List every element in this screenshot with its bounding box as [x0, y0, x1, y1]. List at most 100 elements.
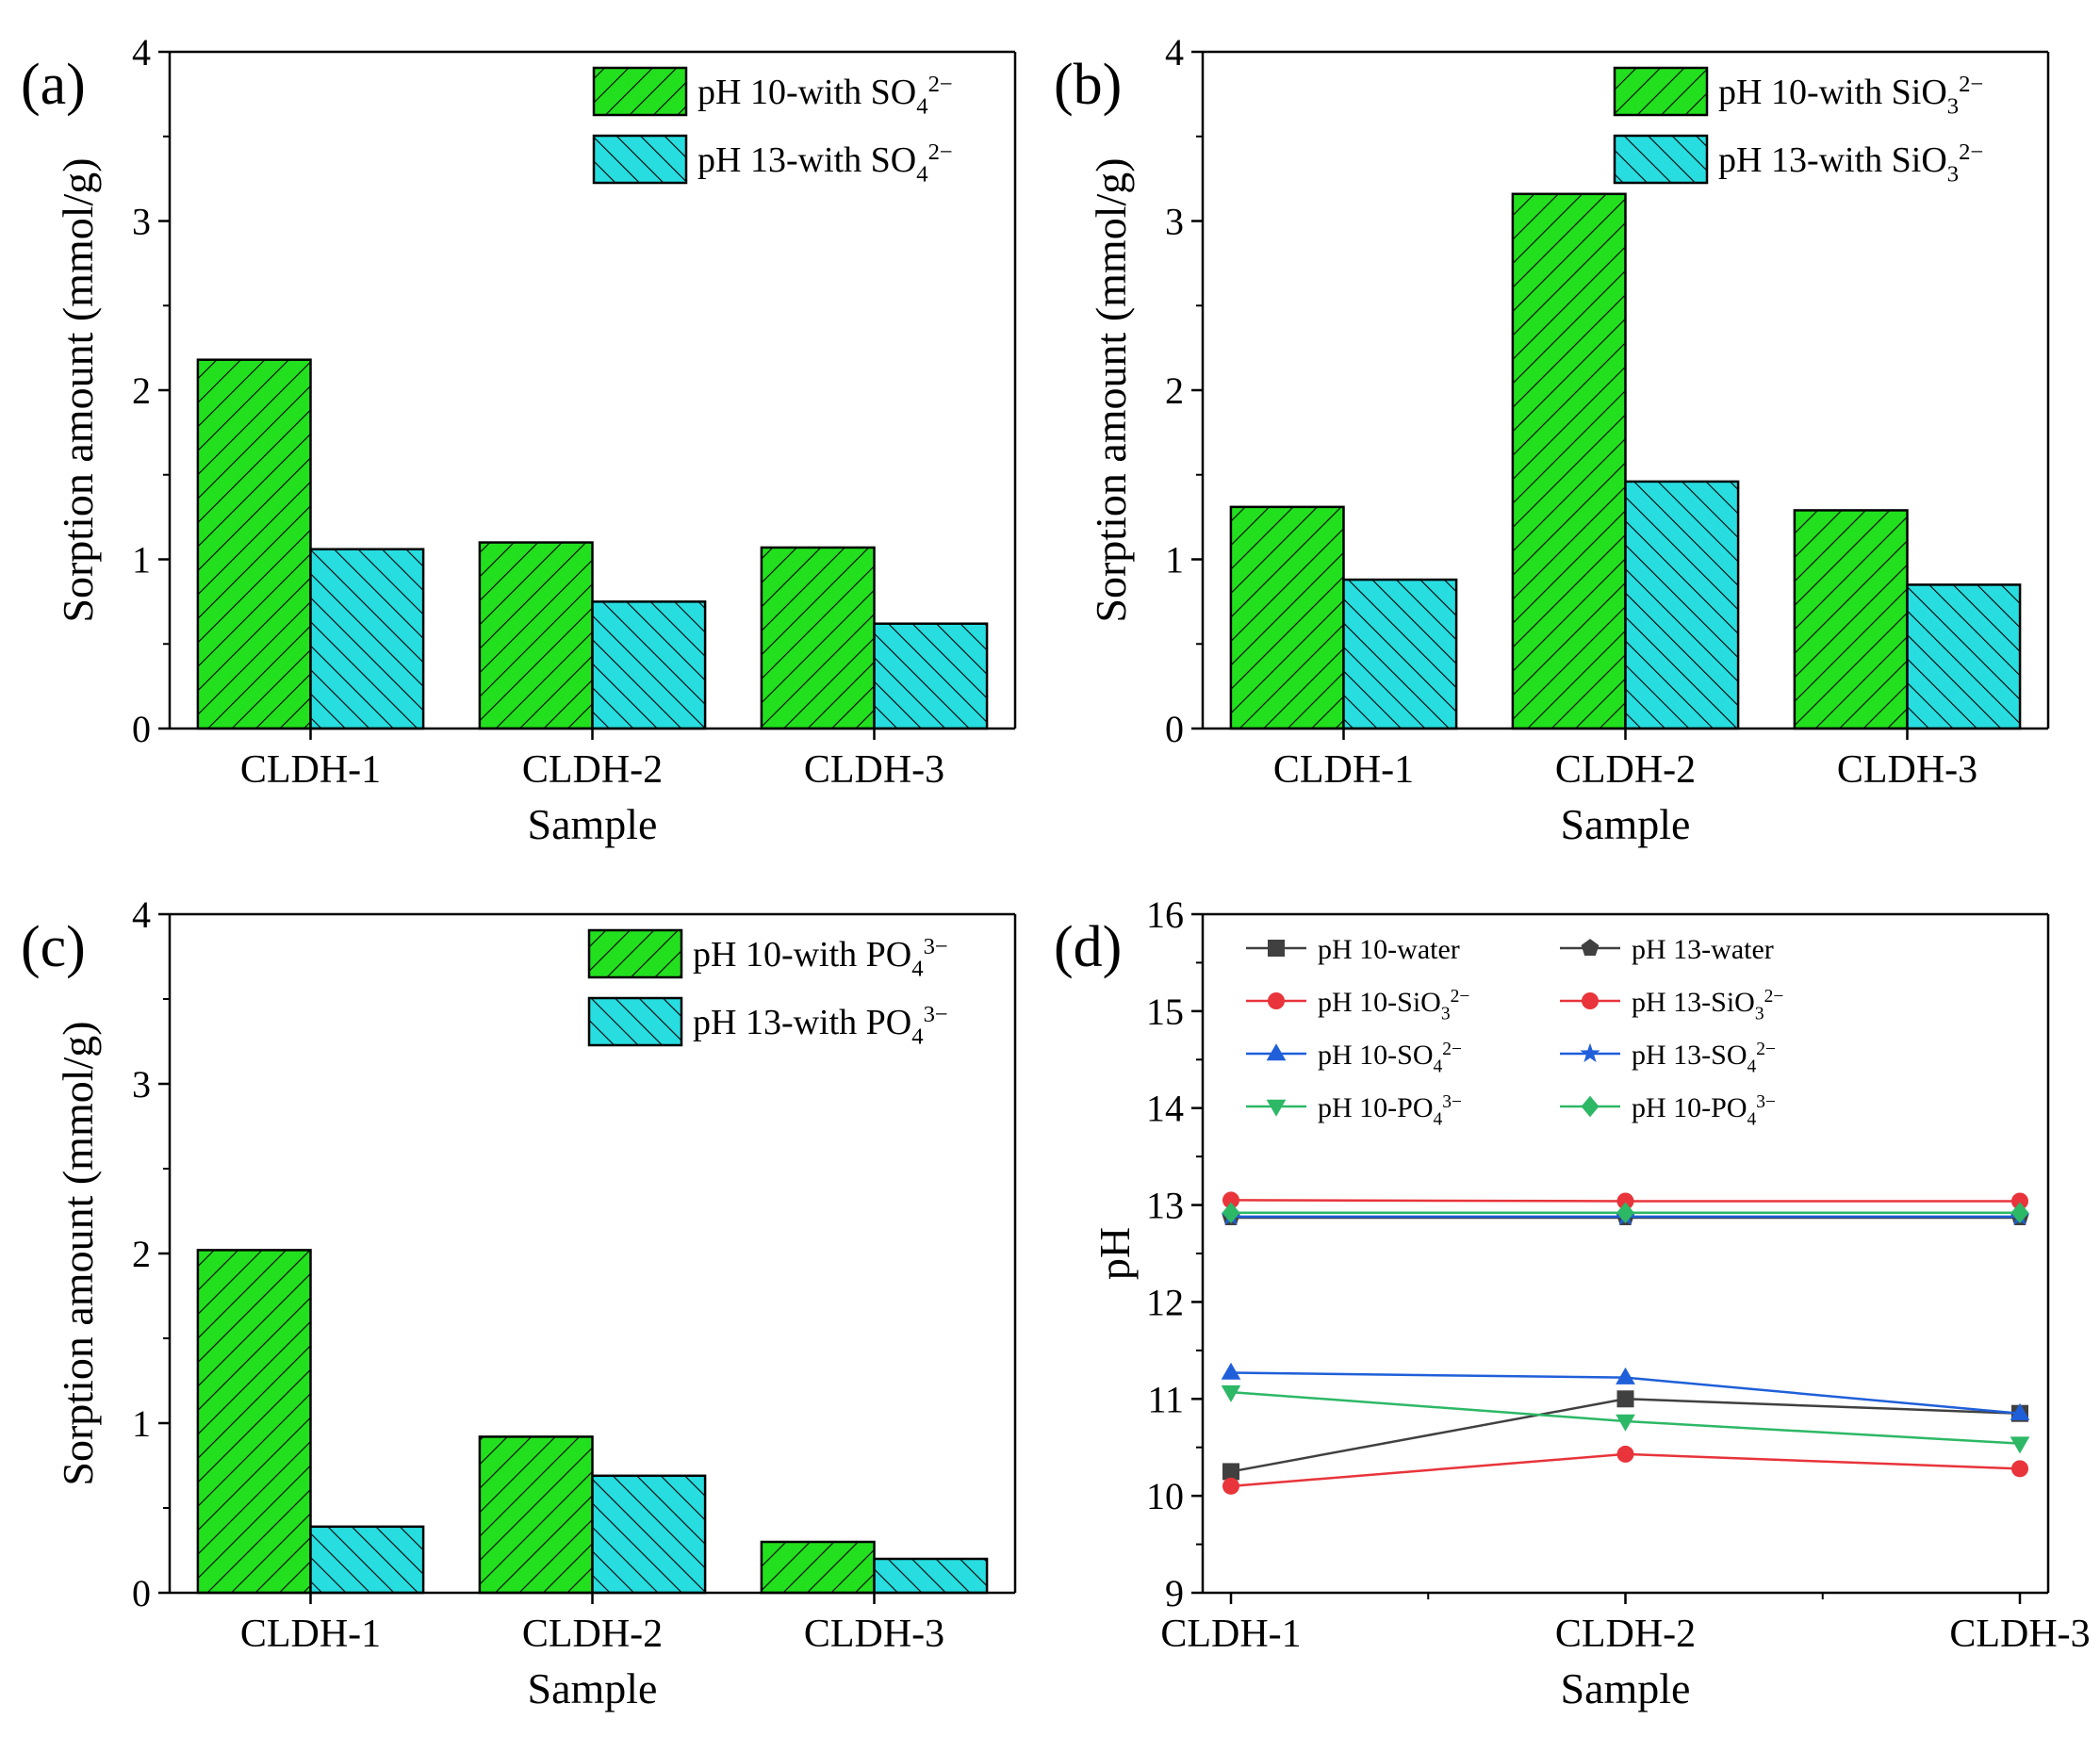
- x-axis-label: Sample: [528, 800, 658, 848]
- legend-label-1: pH 10-with SO42−: [697, 72, 953, 120]
- bar-a-s2-2: [591, 600, 707, 730]
- x-tick-label: CLDH-2: [522, 1613, 663, 1656]
- y-tick-label: 1: [132, 1402, 151, 1445]
- legend-marker-1: [1268, 940, 1285, 957]
- bar-b-s2-3: [1906, 583, 2022, 730]
- y-tick-label: 10: [1146, 1475, 1184, 1517]
- legend-swatch-1: [592, 66, 688, 117]
- legend-label-1: pH 10-with SiO32−: [1718, 72, 1983, 120]
- point-s7-1: [1221, 1384, 1241, 1402]
- y-tick-label: 14: [1146, 1088, 1184, 1130]
- y-tick-label: 3: [132, 1063, 151, 1106]
- point-s4-1: [1222, 1191, 1239, 1209]
- y-tick-label: 15: [1146, 991, 1184, 1033]
- point-s8-1: [1222, 1202, 1240, 1224]
- legend-label-6: pH 13-SO42−: [1632, 1040, 1776, 1077]
- panel-b: 0 1 2 3 4 Sorption amount (mmol/g) CLDH-1 CLDH-…: [1054, 31, 2050, 848]
- point-s5-2: [1616, 1367, 1635, 1384]
- x-tick-label: CLDH-3: [1949, 1613, 2090, 1656]
- bar-b-s2-1: [1342, 578, 1458, 730]
- point-s3-3: [2011, 1460, 2028, 1478]
- y-axis-label: Sorption amount (mmol/g): [54, 1021, 102, 1485]
- x-axis-label: Sample: [1561, 1664, 1691, 1712]
- y-tick-label: 0: [1165, 708, 1184, 750]
- legend-label-2: pH 13-with SO42−: [697, 139, 953, 188]
- x-tick-label: CLDH-2: [1555, 748, 1696, 792]
- bar-a-s1-3: [760, 546, 876, 730]
- y-tick-label: 2: [132, 369, 151, 412]
- bar-c-s2-1: [309, 1525, 425, 1595]
- legend-marker-2: [1581, 939, 1600, 957]
- legend-label-8: pH 10-PO43−: [1632, 1092, 1776, 1130]
- x-axis-label: Sample: [1561, 800, 1691, 848]
- legend-marker-5: [1266, 1043, 1287, 1061]
- point-s1-2: [1616, 1390, 1634, 1408]
- legend-swatch-2: [1613, 134, 1709, 185]
- x-tick-label: CLDH-2: [522, 748, 663, 792]
- legend-swatch-1: [1613, 66, 1709, 117]
- panel-label: (d): [1054, 915, 1122, 979]
- panel-label: (b): [1054, 53, 1122, 117]
- y-tick-label: 4: [132, 893, 151, 936]
- panel-label: (c): [21, 915, 86, 979]
- y-tick-label: 13: [1146, 1185, 1184, 1227]
- legend-label-2: pH 13-water: [1632, 934, 1774, 965]
- y-tick-label: 0: [132, 708, 151, 750]
- legend-marker-7: [1266, 1099, 1287, 1117]
- y-tick-label: 3: [1165, 201, 1184, 243]
- panel-label: (a): [21, 53, 86, 117]
- legend-label-2: pH 13-with PO43−: [693, 1002, 948, 1050]
- x-tick-label: CLDH-2: [1555, 1613, 1696, 1656]
- point-s1-1: [1222, 1463, 1239, 1481]
- y-tick-label: 2: [132, 1233, 151, 1275]
- x-tick-label: CLDH-3: [804, 1613, 944, 1656]
- panel-d: 9 10 11 12 13 14 15 16 pH CLDH-1 CLDH-2 CLDH-3 Sampl…: [1054, 893, 2091, 1712]
- bar-b-s2-2: [1624, 480, 1740, 730]
- y-tick-label: 16: [1146, 893, 1184, 936]
- y-tick-label: 1: [132, 539, 151, 582]
- y-tick-label: 4: [132, 31, 151, 74]
- y-tick-label: 11: [1147, 1378, 1184, 1420]
- panel-a: 0 1 2 3 4 Sorption amount (mmol/g) CLDH-1 CLDH-…: [21, 31, 1017, 848]
- legend-marker-4: [1582, 992, 1599, 1009]
- legend-label-1: pH 10-water: [1318, 934, 1460, 965]
- y-tick-label: 12: [1146, 1281, 1184, 1323]
- x-tick-label: CLDH-1: [1273, 748, 1414, 792]
- point-s3-2: [1616, 1445, 1634, 1463]
- point-s5-3: [2010, 1402, 2030, 1420]
- point-s8-3: [2010, 1202, 2029, 1224]
- y-tick-label: 2: [1165, 369, 1184, 412]
- legend-swatch-2: [592, 134, 688, 185]
- y-tick-label: 9: [1165, 1572, 1184, 1614]
- legend-marker-3: [1268, 992, 1285, 1009]
- point-s3-1: [1222, 1477, 1239, 1495]
- y-tick-label: 1: [1165, 539, 1184, 582]
- bar-a-s2-3: [873, 622, 989, 730]
- bar-a-s2-1: [309, 548, 425, 730]
- x-tick-label: CLDH-1: [240, 1613, 381, 1656]
- y-axis-label: Sorption amount (mmol/g): [1087, 157, 1135, 622]
- bar-c-s1-3: [760, 1540, 876, 1595]
- y-axis-label: Sorption amount (mmol/g): [54, 157, 102, 622]
- legend-label-5: pH 10-SO42−: [1318, 1040, 1462, 1077]
- point-s8-2: [1616, 1202, 1634, 1224]
- legend-label-4: pH 13-SiO32−: [1632, 987, 1783, 1024]
- bar-b-s1-3: [1793, 509, 1909, 730]
- x-tick-label: CLDH-3: [1837, 748, 1977, 792]
- legend-swatch-1: [587, 928, 683, 979]
- x-axis-label: Sample: [528, 1664, 658, 1712]
- bar-a-s1-1: [196, 358, 312, 730]
- bar-c-s1-2: [478, 1435, 594, 1595]
- legend-label-3: pH 10-SiO32−: [1318, 987, 1469, 1024]
- point-s4-2: [1616, 1192, 1634, 1210]
- bar-b-s1-2: [1511, 192, 1627, 730]
- legend-marker-6: [1580, 1042, 1600, 1063]
- legend-label-7: pH 10-PO43−: [1318, 1092, 1462, 1130]
- point-s4-3: [2011, 1192, 2028, 1210]
- y-tick-label: 4: [1165, 31, 1184, 74]
- y-axis-label: pH: [1091, 1227, 1139, 1280]
- legend-label-1: pH 10-with PO43−: [693, 934, 948, 982]
- bar-c-s2-2: [591, 1474, 707, 1595]
- x-tick-label: CLDH-3: [804, 748, 944, 792]
